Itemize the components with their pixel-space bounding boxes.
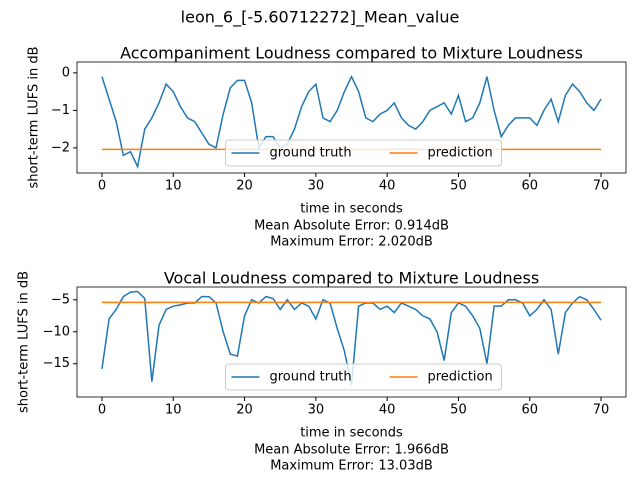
y-tick-label: 0 — [62, 65, 70, 80]
axes-frame — [76, 286, 627, 398]
legend-box — [225, 139, 502, 167]
x-axis-label: time in seconds — [300, 202, 403, 217]
y-tick-label: −5 — [51, 292, 70, 307]
x-tick-label: 60 — [521, 179, 538, 194]
y-tick-label: −15 — [43, 356, 70, 371]
x-tick-label: 40 — [379, 403, 396, 418]
axes-frame — [76, 61, 627, 174]
y-axis-label: short-term LUFS in dB — [27, 46, 42, 188]
x-tick-label: 20 — [236, 403, 253, 418]
x-tick-label: 70 — [593, 179, 610, 194]
x-tick-label: 60 — [521, 403, 538, 418]
legend-label: ground truth — [270, 146, 352, 161]
x-tick-label: 30 — [308, 403, 325, 418]
axes-title: Accompaniment Loudness compared to Mixtu… — [120, 44, 583, 63]
x-tick-label: 50 — [450, 179, 467, 194]
annotation: Maximum Error: 13.03dB — [270, 459, 433, 474]
data-line — [101, 74, 602, 170]
annotation: Mean Absolute Error: 1.966dB — [254, 443, 449, 458]
x-tick-label: 10 — [165, 179, 182, 194]
y-tick-label: −10 — [43, 324, 70, 339]
x-tick-label: 70 — [593, 403, 610, 418]
axes-title: Vocal Loudness compared to Mixture Loudn… — [164, 269, 539, 288]
x-tick-label: 0 — [98, 179, 106, 194]
legend-label: prediction — [428, 370, 493, 385]
x-tick-label: 30 — [308, 179, 325, 194]
x-tick-label: 40 — [379, 179, 396, 194]
figure-title: leon_6_[-5.60712272]_Mean_value — [181, 8, 460, 28]
x-tick-label: 10 — [165, 403, 182, 418]
x-tick-label: 0 — [98, 403, 106, 418]
annotation: Maximum Error: 2.020dB — [270, 235, 433, 250]
legend-label: ground truth — [270, 370, 352, 385]
y-axis-label: short-term LUFS in dB — [17, 271, 32, 413]
x-tick-label: 50 — [450, 403, 467, 418]
y-tick-label: −1 — [51, 103, 70, 118]
x-axis-label: time in seconds — [300, 426, 403, 441]
legend-box — [225, 363, 502, 391]
legend-label: prediction — [428, 146, 493, 161]
y-tick-label: −2 — [51, 140, 70, 155]
annotation: Mean Absolute Error: 0.914dB — [254, 219, 449, 234]
x-tick-label: 20 — [236, 179, 253, 194]
